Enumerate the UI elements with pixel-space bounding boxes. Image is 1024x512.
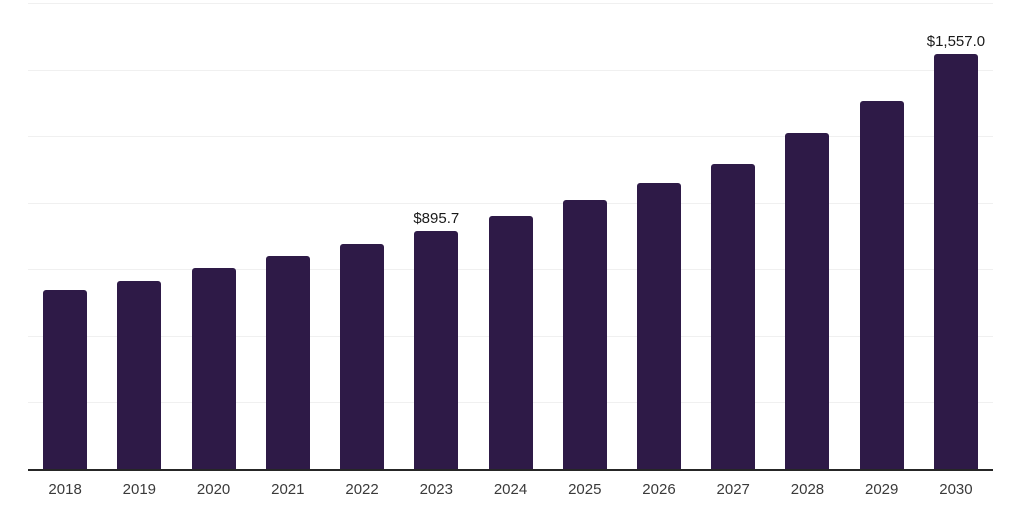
- x-tick-label-2027: 2027: [716, 481, 750, 498]
- bar-2026[interactable]: [636, 183, 681, 469]
- bar-slot-2028: [770, 3, 844, 469]
- x-tick-label-2024: 2024: [493, 481, 528, 498]
- bar-2029[interactable]: [859, 100, 904, 469]
- bar-slot-2022: [325, 3, 399, 469]
- bar-2024[interactable]: [488, 215, 533, 469]
- x-tick-label-2018: 2018: [48, 481, 82, 498]
- value-label-2023: $895.7: [413, 209, 460, 227]
- x-tick-label-2025: 2025: [568, 481, 602, 498]
- bar-2019[interactable]: [117, 280, 162, 469]
- bar-2023[interactable]: [414, 230, 459, 469]
- x-tick-label-2029: 2029: [865, 481, 899, 498]
- bar-slot-2018: [28, 3, 102, 469]
- bar-slot-2026: [622, 3, 696, 469]
- bar-slot-2024: [473, 3, 547, 469]
- bar-slot-2023: $895.7: [399, 3, 473, 469]
- bar-2030[interactable]: [933, 54, 978, 469]
- x-tick-label-2028: 2028: [790, 481, 825, 498]
- bar-slot-2025: [548, 3, 622, 469]
- bar-2021[interactable]: [265, 256, 310, 469]
- bar-slot-2019: [102, 3, 176, 469]
- bars-row: $895.7 $1,557.0: [28, 3, 993, 469]
- gridline-1250: [28, 136, 993, 137]
- x-tick-label-2022: 2022: [345, 481, 379, 498]
- x-axis: 2018 2019 2020 2021 2022 2023 2024 2025 2026 2027…: [28, 480, 993, 500]
- value-label-2030: $1,557.0: [926, 33, 986, 51]
- x-tick-label-2021: 2021: [271, 481, 305, 498]
- bar-2028[interactable]: [785, 132, 830, 469]
- x-tick-label-2019: 2019: [122, 481, 157, 498]
- gridline-1000: [28, 203, 993, 204]
- bar-slot-2027: [696, 3, 770, 469]
- x-tick-label-2020: 2020: [196, 481, 231, 498]
- bar-2020[interactable]: [191, 268, 236, 469]
- bar-slot-2020: [176, 3, 250, 469]
- gridline-1750: [28, 3, 993, 4]
- bar-2027[interactable]: [711, 163, 756, 469]
- x-tick-label-2030: 2030: [939, 481, 973, 498]
- bar-2025[interactable]: [562, 199, 607, 469]
- bar-2018[interactable]: [43, 290, 88, 469]
- plot-area: $895.7 $1,557.0: [28, 3, 993, 471]
- bar-2022[interactable]: [340, 244, 385, 469]
- bar-slot-2029: [845, 3, 919, 469]
- bar-slot-2021: [251, 3, 325, 469]
- x-tick-label-2026: 2026: [642, 481, 676, 498]
- x-tick-label-2023: 2023: [419, 481, 453, 498]
- gridline-1500: [28, 70, 993, 71]
- bar-slot-2030: $1,557.0: [919, 3, 993, 469]
